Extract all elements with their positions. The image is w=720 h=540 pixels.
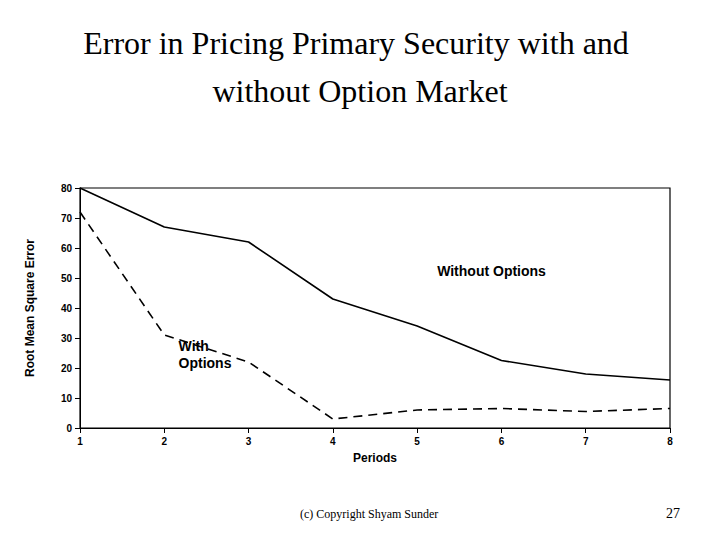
svg-text:3: 3 <box>246 436 252 447</box>
svg-text:8: 8 <box>667 436 673 447</box>
svg-text:50: 50 <box>61 273 73 284</box>
svg-text:Error in Pricing Primary Secur: Error in Pricing Primary Security with a… <box>83 25 637 61</box>
svg-text:7: 7 <box>583 436 589 447</box>
svg-text:70: 70 <box>61 213 73 224</box>
svg-text:80: 80 <box>61 183 73 194</box>
svg-text:Without Options: Without Options <box>437 263 546 279</box>
svg-text:2: 2 <box>162 436 168 447</box>
svg-text:27: 27 <box>666 506 680 521</box>
svg-text:40: 40 <box>61 303 73 314</box>
svg-text:4: 4 <box>330 436 336 447</box>
svg-text:Periods: Periods <box>353 451 397 465</box>
svg-text:10: 10 <box>61 393 73 404</box>
svg-text:60: 60 <box>61 243 73 254</box>
svg-text:30: 30 <box>61 333 73 344</box>
svg-text:(c) Copyright Shyam Sunder: (c) Copyright Shyam Sunder <box>300 507 438 521</box>
svg-text:20: 20 <box>61 363 73 374</box>
svg-text:Options: Options <box>179 355 232 371</box>
svg-text:0: 0 <box>66 423 72 434</box>
svg-text:5: 5 <box>414 436 420 447</box>
svg-text:without Option Market: without Option Market <box>212 73 507 109</box>
svg-text:With: With <box>179 338 213 354</box>
svg-text:1: 1 <box>77 436 83 447</box>
svg-text:Root Mean Square Error: Root Mean Square Error <box>23 239 37 377</box>
svg-text:6: 6 <box>499 436 505 447</box>
